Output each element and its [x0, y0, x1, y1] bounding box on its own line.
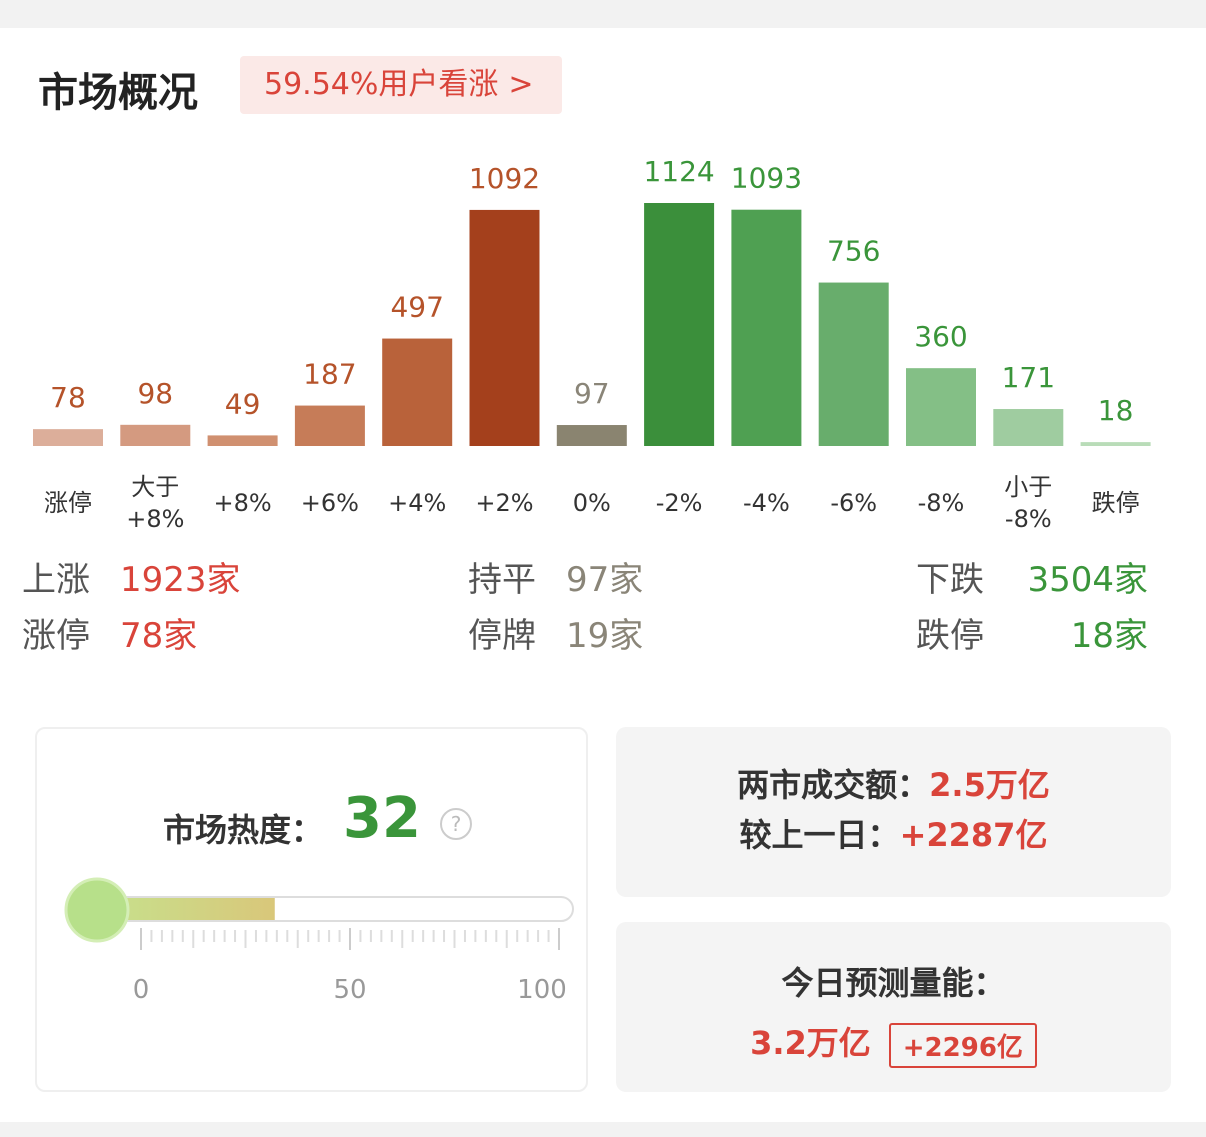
category-label: -4%	[743, 489, 790, 517]
sentiment-badge[interactable]: 59.54%用户看涨 >	[240, 56, 562, 114]
summary-value: 19家	[566, 616, 644, 656]
bar	[731, 209, 802, 446]
compare-label: 较上一日：	[739, 816, 900, 854]
bar-chart: 78 98 49 187 497 1092 97 1124 1093 756 360 171 18	[33, 155, 1151, 446]
top-strip	[0, 0, 1206, 28]
bar	[120, 424, 191, 446]
bar	[818, 282, 889, 446]
help-icon[interactable]: ?	[440, 808, 472, 840]
badge-text: 59.54%用户看涨	[264, 67, 499, 102]
category-label: -6%	[830, 489, 878, 517]
value-label: 360	[914, 320, 967, 353]
value-label: 97	[574, 377, 610, 410]
turnover-panel	[616, 727, 1171, 897]
category-label: 跌停	[1091, 489, 1140, 517]
turnover: 两市成交额：2.5万亿 较上一日：+2287亿	[616, 760, 1171, 860]
turnover-label: 两市成交额：	[737, 766, 930, 804]
tick-label: 100	[517, 975, 567, 1005]
forecast: 3.2万亿 +2296亿	[616, 1018, 1171, 1068]
heat-label: 市场热度：	[163, 811, 324, 849]
summary-value: 78家	[120, 616, 198, 656]
value-label: 98	[137, 377, 173, 410]
forecast-label: 今日预测量能：	[781, 964, 1006, 1002]
category-label: -8%	[917, 489, 965, 517]
summary-value: 3504家	[1027, 560, 1148, 600]
summary-label: 持平	[468, 560, 536, 600]
bar	[1080, 442, 1151, 446]
bar	[644, 203, 715, 446]
heat-panel	[35, 727, 588, 1092]
gauge-knob	[64, 877, 130, 943]
bar	[294, 405, 365, 446]
forecast-panel	[616, 922, 1171, 1092]
bottom-strip	[0, 1122, 1206, 1137]
value-label: 18	[1098, 394, 1134, 427]
heat-value: 32	[343, 786, 421, 851]
category-label: +8%	[213, 489, 272, 517]
category-label: 小于 -8%	[1004, 473, 1053, 533]
tick-label: 50	[333, 975, 366, 1005]
category-label: +2%	[475, 489, 534, 517]
category-label: 涨停	[44, 489, 92, 517]
value-label: 187	[303, 358, 356, 391]
summary-label: 停牌	[468, 616, 536, 656]
value-label: 756	[827, 235, 880, 268]
category-label: 0%	[572, 489, 611, 517]
value-label: 497	[390, 291, 443, 324]
value-label: 1124	[643, 155, 714, 188]
bar	[556, 425, 627, 446]
summary-label: 涨停	[22, 616, 90, 656]
value-label: 1093	[731, 162, 802, 195]
category-label: 大于 +8%	[126, 473, 185, 533]
bar	[993, 409, 1064, 446]
summary-label: 下跌	[916, 560, 984, 600]
bar	[906, 368, 976, 446]
value-label: 1092	[469, 162, 540, 195]
compare-value: +2287亿	[899, 816, 1048, 854]
bar	[382, 338, 453, 446]
bar	[207, 435, 278, 446]
summary-value: 97家	[566, 560, 644, 600]
summary-label: 跌停	[916, 616, 984, 656]
value-label: 171	[1002, 361, 1055, 394]
bar	[33, 429, 103, 446]
category-label: -2%	[655, 489, 703, 517]
summary-value: 18家	[1070, 616, 1148, 656]
value-label: 78	[50, 381, 86, 414]
category-label: +6%	[300, 489, 359, 517]
summary-value: 1923家	[120, 560, 241, 600]
value-label: 49	[225, 387, 261, 420]
forecast-value: 3.2万亿	[750, 1024, 871, 1062]
heat-gauge: 0 50 100	[64, 877, 574, 1005]
forecast-change: +2296亿	[888, 1022, 1037, 1068]
category-label: +4%	[388, 489, 447, 517]
bar	[469, 209, 540, 446]
summary-label: 上涨	[22, 560, 90, 600]
turnover-value: 2.5万亿	[929, 766, 1050, 804]
tick-label: 0	[133, 975, 150, 1005]
title: 市场概况	[38, 70, 198, 116]
